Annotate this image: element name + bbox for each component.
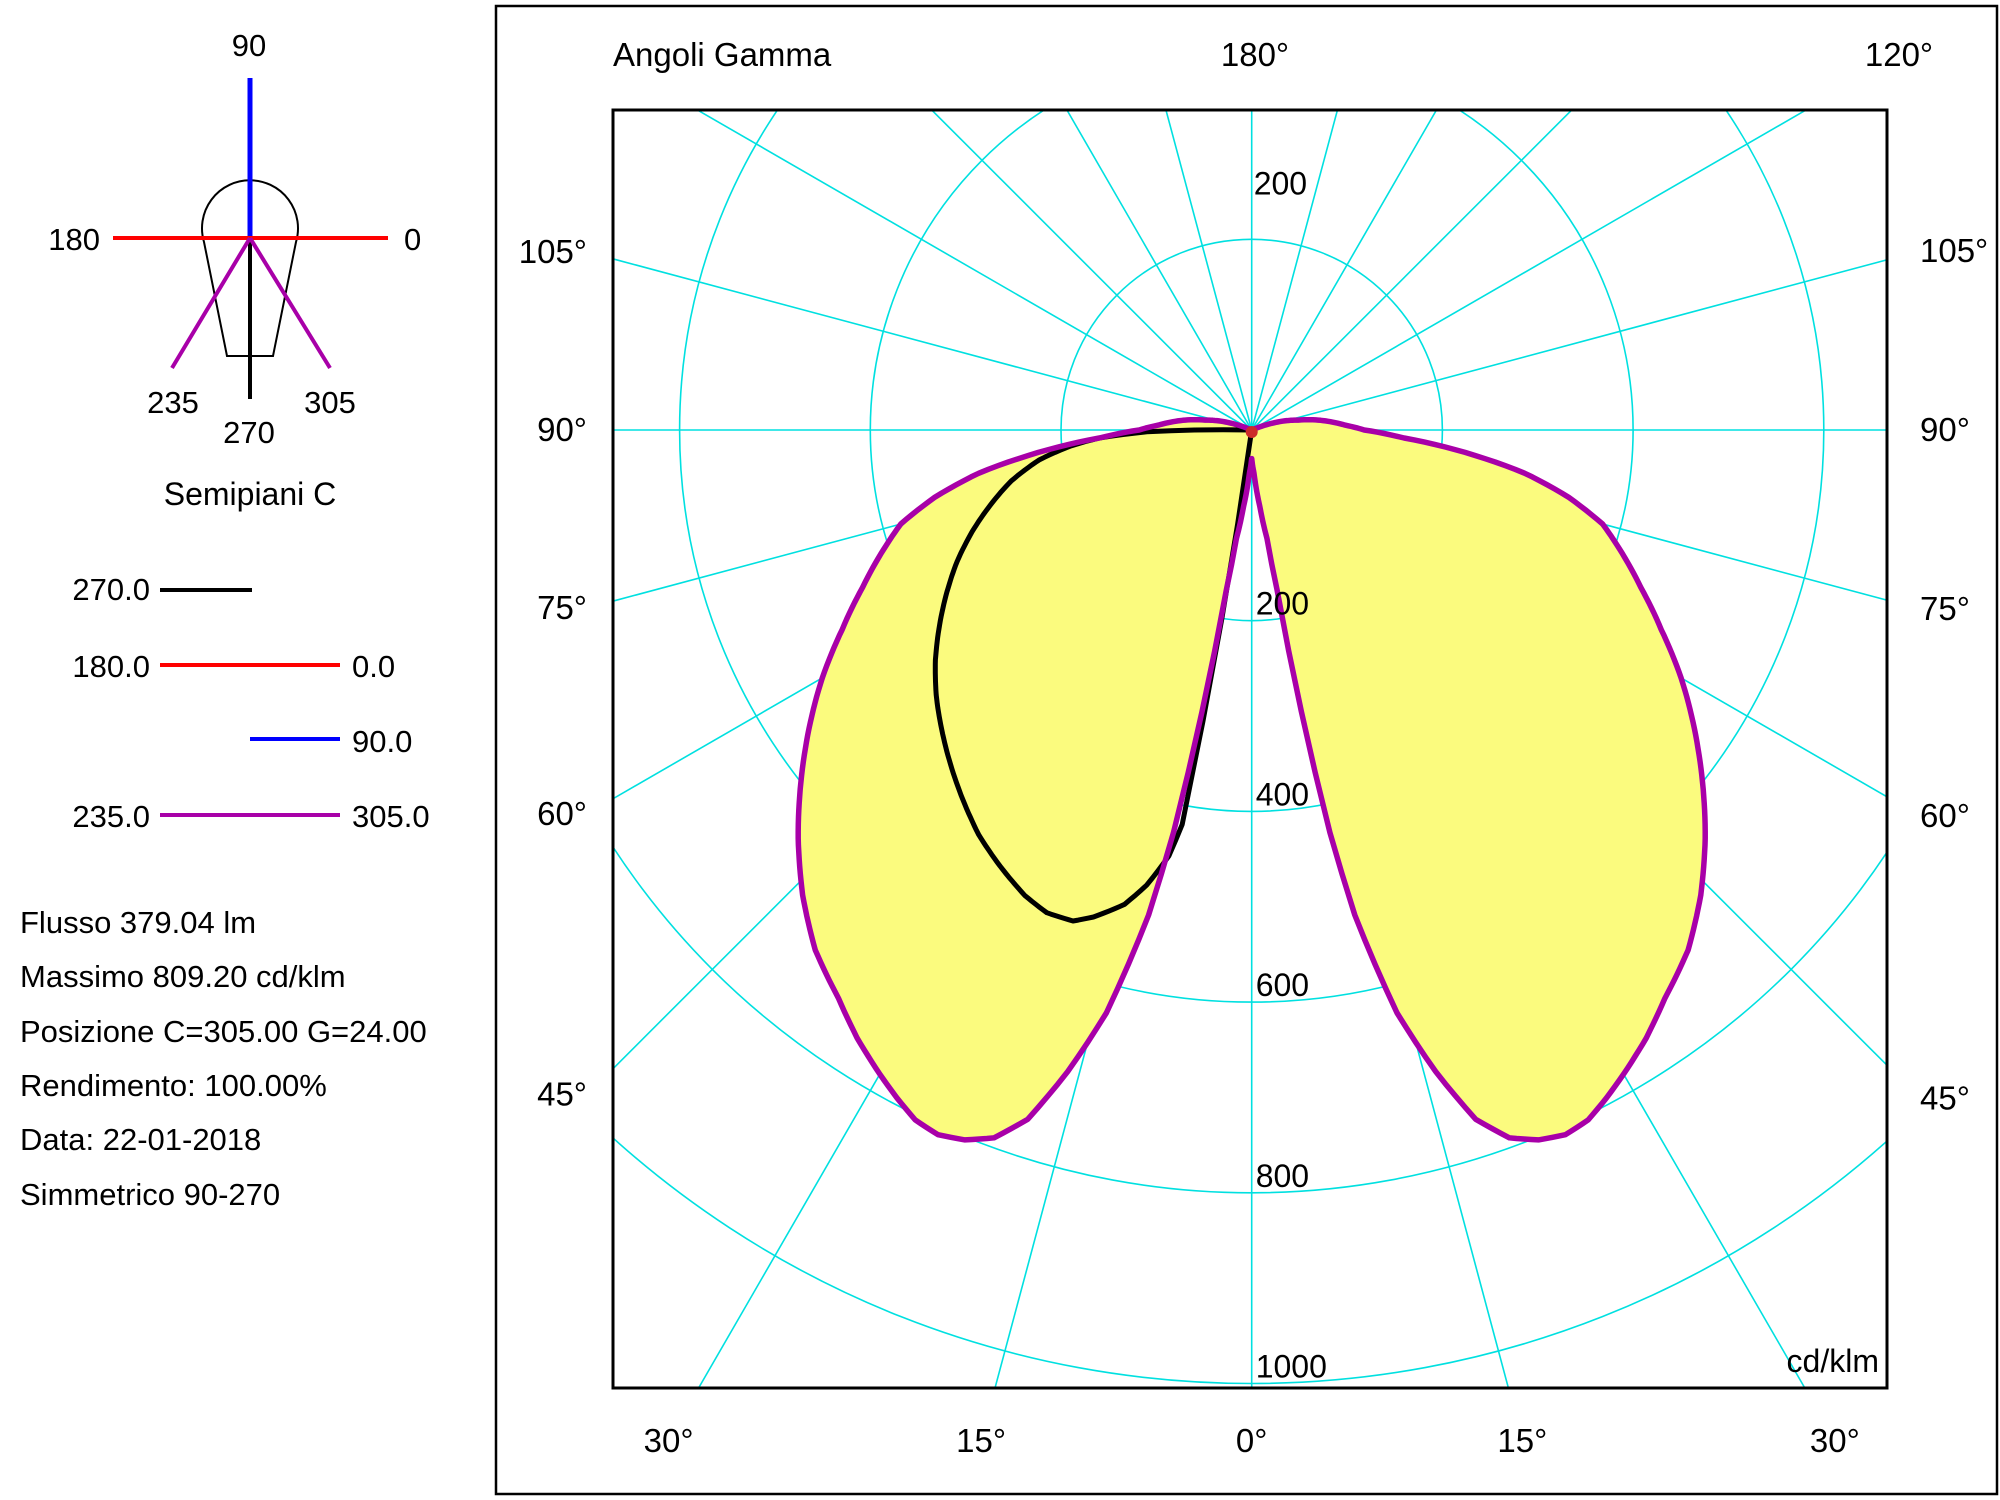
intensity-curves xyxy=(795,416,1708,1143)
grid-ray-210 xyxy=(1066,110,1253,431)
gamma-label-180-top: 180° xyxy=(1221,36,1289,73)
curve-c270 xyxy=(932,427,1255,924)
grid-ray-150 xyxy=(1251,110,1438,431)
gamma-label-right-60: 60° xyxy=(1920,797,1970,834)
lamp-label-180: 180 xyxy=(48,222,100,257)
gamma-label-left-60: 60° xyxy=(537,795,587,832)
c-plane-legend: 270.0 180.0 0.0 90.0 235.0 305.0 xyxy=(72,572,429,834)
legend-label-90: 90.0 xyxy=(352,724,412,759)
ring-label-1000: 1000 xyxy=(1256,1349,1327,1385)
curve-c235-305-outline xyxy=(795,416,1708,1143)
gamma-label-bottom-2: 0° xyxy=(1236,1422,1268,1459)
info-massimo: Massimo 809.20 cd/klm xyxy=(20,959,346,994)
gamma-label-left-105: 105° xyxy=(519,233,587,270)
gamma-label-left-75: 75° xyxy=(537,589,587,626)
gamma-label-left-45: 45° xyxy=(537,1076,587,1113)
semipiani-caption: Semipiani C xyxy=(164,476,337,512)
legend-label-270: 270.0 xyxy=(72,572,150,607)
legend-label-305: 305.0 xyxy=(352,799,430,834)
gamma-label-bottom-3: 15° xyxy=(1497,1422,1547,1459)
gamma-label-right-90: 90° xyxy=(1920,411,1970,448)
ring-label-400: 400 xyxy=(1256,776,1309,812)
gamma-label-right-45: 45° xyxy=(1920,1079,1970,1116)
legend-label-235: 235.0 xyxy=(72,799,150,834)
ring-label-800: 800 xyxy=(1256,1158,1309,1194)
ring-value-labels: 200 400 600 800 1000 200 xyxy=(1254,165,1327,1384)
gamma-label-left-90: 90° xyxy=(537,411,587,448)
gamma-angle-labels: 105° 105° 90° 90° 75° 75° 60° 60° 45° 45° 30° 15° 0°… xyxy=(519,232,1989,1459)
chart-title: Angoli Gamma xyxy=(613,36,832,73)
grid-ray-120 xyxy=(1251,110,1808,431)
lamp-axis-235-line xyxy=(170,236,252,370)
grid-ray-255 xyxy=(613,258,1252,431)
gamma-label-bottom-4: 30° xyxy=(1810,1422,1860,1459)
grid-ray-105 xyxy=(1251,258,1887,431)
pole-dot-c0-180 xyxy=(1245,426,1258,438)
chart-panel-border xyxy=(494,4,1999,1496)
lamp-label-235: 235 xyxy=(147,385,199,420)
ring-label-600: 600 xyxy=(1256,967,1309,1003)
gamma-label-120-top: 120° xyxy=(1865,36,1933,73)
photometric-info-block: Flusso 379.04 lm Massimo 809.20 cd/klm P… xyxy=(20,905,427,1212)
info-rendimento: Rendimento: 100.00% xyxy=(20,1068,327,1103)
lamp-label-90: 90 xyxy=(232,28,266,63)
grid-ray-165 xyxy=(1250,110,1339,431)
grid-ray-240 xyxy=(695,110,1253,431)
info-data: Data: 22-01-2018 xyxy=(20,1122,261,1157)
legend-label-180: 180.0 xyxy=(72,649,150,684)
lamp-label-305: 305 xyxy=(304,385,356,420)
lamp-orientation-icon: 90 180 0 235 305 270 xyxy=(48,28,421,450)
gamma-label-bottom-1: 15° xyxy=(956,1422,1006,1459)
gamma-label-right-105: 105° xyxy=(1920,232,1988,269)
ring-label-200: 200 xyxy=(1256,586,1309,622)
info-flusso: Flusso 379.04 lm xyxy=(20,905,256,940)
info-simmetrico: Simmetrico 90-270 xyxy=(20,1177,280,1212)
gamma-label-right-75: 75° xyxy=(1920,590,1970,627)
info-posizione: Posizione C=305.00 G=24.00 xyxy=(20,1014,427,1049)
lamp-label-0: 0 xyxy=(404,222,421,257)
gamma-label-bottom-0: 30° xyxy=(644,1422,694,1459)
unit-label: cd/klm xyxy=(1787,1343,1879,1379)
grid-ray-225 xyxy=(930,110,1253,431)
grid-ray-195 xyxy=(1165,110,1253,431)
lamp-bulb-outline-icon xyxy=(201,179,299,357)
curve-c235-305-fill xyxy=(798,419,1706,1140)
lamp-axis-305-line xyxy=(248,236,332,370)
grid-ray-135 xyxy=(1251,110,1573,431)
legend-label-0: 0.0 xyxy=(352,649,395,684)
ring-label-upper-200: 200 xyxy=(1254,165,1307,201)
lamp-label-270: 270 xyxy=(223,415,275,450)
plot-border xyxy=(611,108,1889,1390)
